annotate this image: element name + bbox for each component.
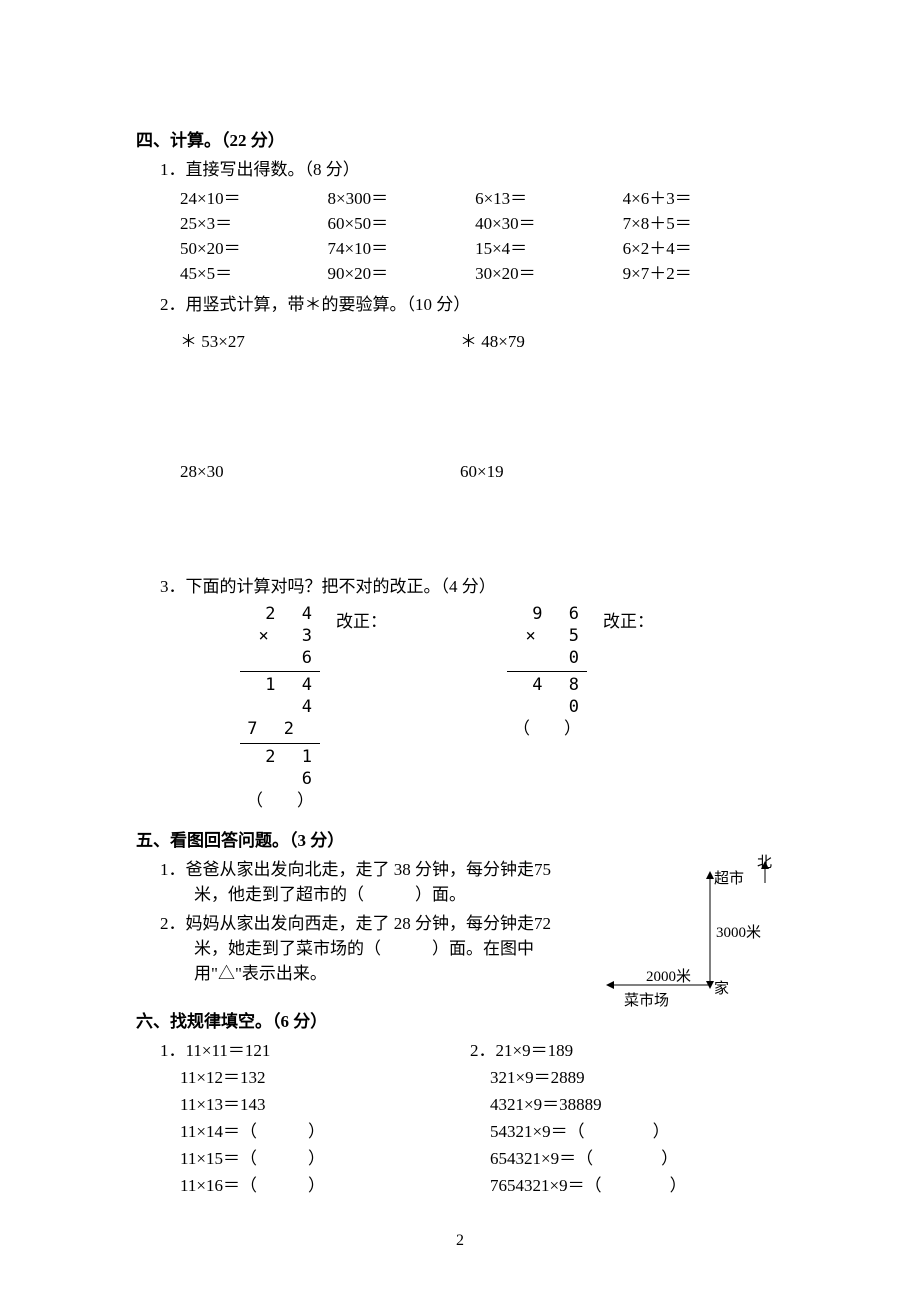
section5-text: 1．爸爸从家出发向北走，走了 38 分钟，每分钟走75 米，他走到了超市的（ ）…	[140, 855, 580, 1005]
q1-row2: 50×20＝ 74×10＝ 15×4＝ 6×2＋4＝	[180, 234, 780, 259]
q1-cell: 6×13＝	[475, 184, 623, 209]
calc1-paren: （ ）	[240, 790, 320, 812]
q1-cell: 8×300＝	[328, 184, 476, 209]
calc2-line: 9 6	[507, 603, 587, 625]
q1-row1: 25×3＝ 60×50＝ 40×30＝ 7×8＋5＝	[180, 209, 780, 234]
q2-cell: 28×30	[180, 462, 460, 482]
sec6-line: 2．21×9＝189	[470, 1036, 780, 1061]
home-label: 家	[714, 977, 729, 998]
sec6-line: 4321×9＝38889	[490, 1090, 780, 1115]
calc1-line: 2 4	[240, 603, 320, 625]
q2-cell: 60×19	[460, 462, 740, 482]
page-number: 2	[140, 1232, 780, 1250]
sec5-q1: 1．爸爸从家出发向北走，走了 38 分钟，每分钟走75 米，他走到了超市的（ ）…	[160, 855, 580, 905]
q1-cell: 90×20＝	[328, 259, 476, 284]
q1-cell: 24×10＝	[180, 184, 328, 209]
section5-header: 五、看图回答问题。（3 分）	[136, 826, 780, 851]
sec6-line: 11×14＝（ ）	[180, 1117, 470, 1142]
calc1-line: 1 4 4	[240, 674, 320, 718]
q2-row0: ＊ 53×27 ＊ 48×79	[180, 327, 780, 352]
sec5-q2: 2．妈妈从家出发向西走，走了 28 分钟，每分钟走72 米，她走到了菜市场的（ …	[160, 909, 580, 984]
sec6-col1: 1．11×11＝121 11×12＝132 11×13＝143 11×14＝（ …	[160, 1036, 470, 1198]
q1-cell: 45×5＝	[180, 259, 328, 284]
sec6-line: 321×9＝2889	[490, 1063, 780, 1088]
calc-rule	[240, 743, 320, 744]
calc1: 2 4 × 3 6 1 4 4 7 2 2 1 6 （ ）	[240, 603, 320, 812]
correction-label-2: 改正：	[603, 607, 654, 632]
sec4-q2-title: 2．用竖式计算，带＊的要验算。（10 分）	[160, 290, 780, 315]
calc1-line: 7 2	[240, 718, 320, 740]
sec6-line: 654321×9＝（ ）	[490, 1144, 780, 1169]
q3-calculations: 2 4 × 3 6 1 4 4 7 2 2 1 6 （ ） 改正： 9 6 × …	[180, 603, 780, 812]
section4-header: 四、计算。（22 分）	[136, 126, 780, 151]
q1-cell: 4×6＋3＝	[623, 184, 780, 209]
correction-label-1: 改正：	[336, 607, 387, 632]
calc1-line: 2 1 6	[240, 746, 320, 790]
calc2: 9 6 × 5 0 4 8 0 （ ）	[507, 603, 587, 741]
q1-cell: 25×3＝	[180, 209, 328, 234]
section5-title: 五、看图回答问题。（3 分）	[136, 831, 344, 850]
calc2-line: × 5 0	[507, 625, 587, 669]
dist2000-label: 2000米	[646, 965, 691, 986]
north-label: 北	[757, 851, 772, 872]
q1-row0: 24×10＝ 8×300＝ 6×13＝ 4×6＋3＝	[180, 184, 780, 209]
q1-row3: 45×5＝ 90×20＝ 30×20＝ 9×7＋2＝	[180, 259, 780, 284]
calc1-line: × 3 6	[240, 625, 320, 669]
calc-rule	[507, 671, 587, 672]
map-diagram: 北 超市 3000米 2000米 家 菜市场	[580, 855, 780, 1005]
calc2-paren: （ ）	[507, 718, 587, 740]
q1-cell: 40×30＝	[475, 209, 623, 234]
q1-cell: 6×2＋4＝	[623, 234, 780, 259]
calc-rule	[240, 671, 320, 672]
market-label: 菜市场	[624, 989, 669, 1010]
supermarket-label: 超市	[714, 867, 744, 888]
q1-cell: 9×7＋2＝	[623, 259, 780, 284]
q1-cell: 74×10＝	[328, 234, 476, 259]
section6-header: 六、找规律填空。（6 分）	[136, 1007, 780, 1032]
dist3000-label: 3000米	[716, 921, 761, 942]
section6-columns: 1．11×11＝121 11×12＝132 11×13＝143 11×14＝（ …	[160, 1036, 780, 1198]
q1-cell: 15×4＝	[475, 234, 623, 259]
q2-cell: ＊ 48×79	[460, 327, 740, 352]
q2-row1: 28×30 60×19	[180, 462, 780, 482]
section6-title: 六、找规律填空。（6 分）	[136, 1012, 327, 1031]
calc2-line: 4 8 0	[507, 674, 587, 718]
sec6-col2: 2．21×9＝189 321×9＝2889 4321×9＝38889 54321…	[470, 1036, 780, 1198]
sec6-line: 11×13＝143	[180, 1090, 470, 1115]
sec6-line: 7654321×9＝（ ）	[490, 1171, 780, 1196]
q1-cell: 50×20＝	[180, 234, 328, 259]
sec6-line: 11×15＝（ ）	[180, 1144, 470, 1169]
q1-cell: 7×8＋5＝	[623, 209, 780, 234]
section4-title: 四、计算。（22 分）	[136, 131, 285, 150]
sec6-line: 11×16＝（ ）	[180, 1171, 470, 1196]
sec4-q3-title: 3．下面的计算对吗？把不对的改正。（4 分）	[160, 572, 780, 597]
q1-cell: 30×20＝	[475, 259, 623, 284]
section5-body: 1．爸爸从家出发向北走，走了 38 分钟，每分钟走75 米，他走到了超市的（ ）…	[140, 855, 780, 1005]
q2-cell: ＊ 53×27	[180, 327, 460, 352]
q1-cell: 60×50＝	[328, 209, 476, 234]
sec4-q1-title: 1．直接写出得数。（8 分）	[160, 155, 780, 180]
sec6-line: 11×12＝132	[180, 1063, 470, 1088]
sec6-line: 54321×9＝（ ）	[490, 1117, 780, 1142]
sec6-line: 1．11×11＝121	[160, 1036, 470, 1061]
